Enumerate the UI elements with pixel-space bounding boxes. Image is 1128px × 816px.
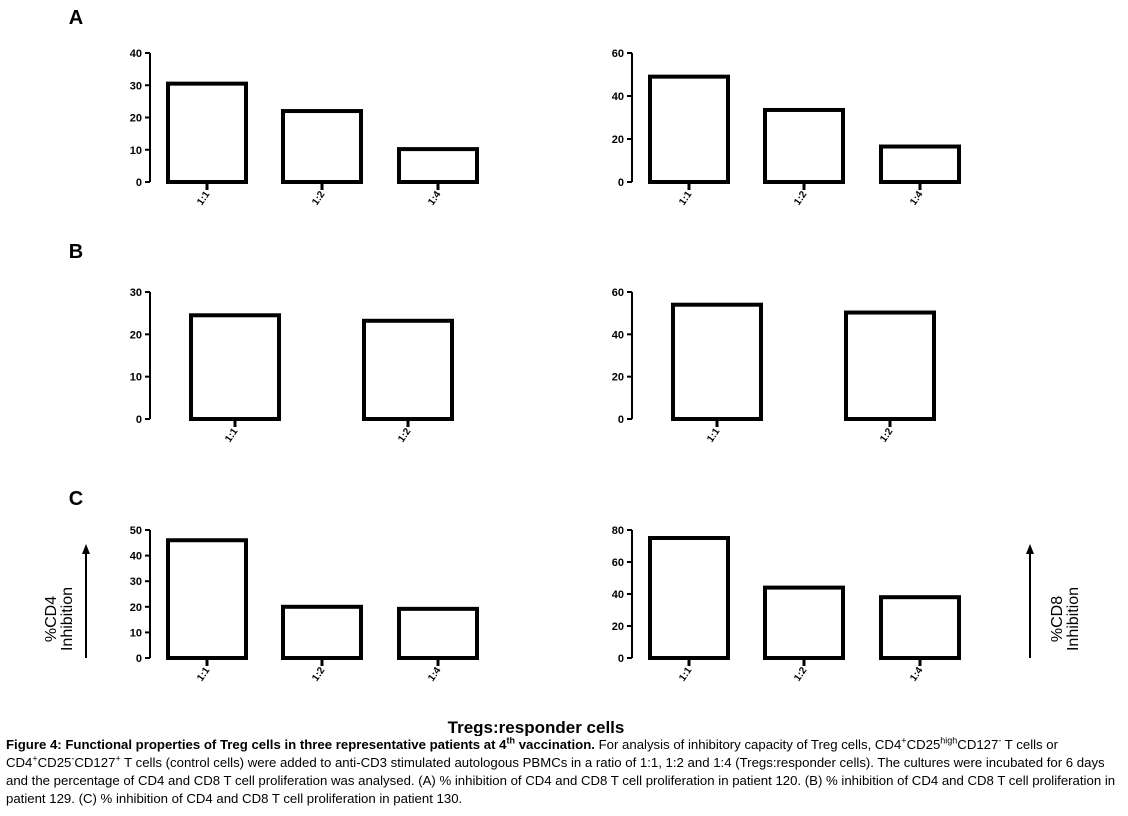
y-tick-label: 20 (130, 329, 142, 341)
y-tick-label: 20 (612, 372, 624, 384)
y-tick-label: 50 (130, 525, 142, 537)
cd8-title-line2: Inhibition (1065, 587, 1082, 651)
x-tick-label: 1:4 (426, 665, 444, 684)
y-tick-label: 0 (136, 414, 142, 426)
x-tick-label: 1:1 (677, 189, 695, 208)
x-tick-label: 1:1 (195, 189, 213, 208)
cd4-title-line1: %CD4 (43, 596, 60, 642)
panel-label-A: A (69, 7, 83, 29)
figure-caption: Figure 4: Functional properties of Treg … (6, 735, 1116, 806)
bar-1-2 (844, 310, 936, 422)
bar-1-4 (397, 147, 479, 184)
y-tick-label: 30 (130, 80, 142, 92)
y-tick-label: 20 (612, 134, 624, 146)
bar-1-2 (281, 604, 363, 660)
y-tick-label: 80 (612, 525, 624, 537)
y-tick-label: 20 (130, 113, 142, 125)
x-tick-label: 1:1 (705, 426, 723, 445)
x-tick-label: 1:2 (792, 665, 810, 684)
cd8-arrow-head (1026, 544, 1034, 554)
figure: A 0 10 20 30 40 1:1 1:2 1:4 0 20 40 60 1:1 1:2 1:4 B 0 10 2… (43, 7, 1082, 736)
bar-1-1 (189, 313, 281, 421)
x-tick-label: 1:2 (396, 426, 414, 445)
y-tick-label: 0 (136, 177, 142, 189)
bar-1-2 (281, 109, 363, 184)
y-tick-label: 60 (612, 557, 624, 569)
x-tick-label: 1:2 (310, 189, 328, 208)
y-tick-label: 40 (612, 589, 624, 601)
x-tick-label: 1:2 (792, 189, 810, 208)
y-tick-label: 30 (130, 287, 142, 299)
y-tick-label: 40 (612, 91, 624, 103)
y-tick-label: 10 (130, 145, 142, 157)
y-tick-label: 0 (136, 653, 142, 665)
cd4-title-line2: Inhibition (59, 587, 76, 651)
bar-1-4 (879, 595, 961, 661)
y-tick-label: 0 (618, 653, 624, 665)
bar-1-1 (671, 302, 763, 422)
x-tick-label: 1:1 (195, 665, 213, 684)
x-tick-label: 1:4 (908, 189, 926, 208)
y-tick-label: 40 (130, 48, 142, 60)
x-tick-label: 1:1 (677, 665, 695, 684)
y-tick-label: 20 (130, 602, 142, 614)
cd8-title-line1: %CD8 (1049, 596, 1066, 642)
panel-label-B: B (69, 241, 83, 263)
x-axis-title: Tregs:responder cells (448, 718, 625, 736)
y-tick-label: 60 (612, 287, 624, 299)
y-tick-label: 30 (130, 576, 142, 588)
bar-1-2 (763, 107, 845, 184)
bar-1-4 (879, 144, 961, 184)
x-tick-label: 1:4 (908, 665, 926, 684)
y-tick-label: 20 (612, 621, 624, 633)
y-tick-label: 10 (130, 372, 142, 384)
bar-1-1 (166, 81, 248, 184)
caption-lead: Figure 4: Functional properties of Treg … (6, 735, 595, 752)
bar-1-2 (362, 318, 454, 421)
bar-1-4 (397, 606, 479, 661)
y-tick-label: 40 (612, 329, 624, 341)
y-tick-label: 60 (612, 48, 624, 60)
y-tick-label: 0 (618, 414, 624, 426)
x-tick-label: 1:1 (223, 426, 241, 445)
bar-1-2 (763, 585, 845, 660)
bar-1-1 (648, 536, 730, 660)
bar-1-1 (648, 74, 730, 184)
bar-1-1 (166, 538, 248, 660)
cd4-arrow-head (82, 544, 90, 554)
y-tick-label: 10 (130, 627, 142, 639)
y-tick-label: 40 (130, 551, 142, 563)
y-tick-label: 0 (618, 177, 624, 189)
x-tick-label: 1:2 (310, 665, 328, 684)
panel-label-C: C (69, 488, 83, 510)
x-tick-label: 1:2 (878, 426, 896, 445)
x-tick-label: 1:4 (426, 189, 444, 208)
